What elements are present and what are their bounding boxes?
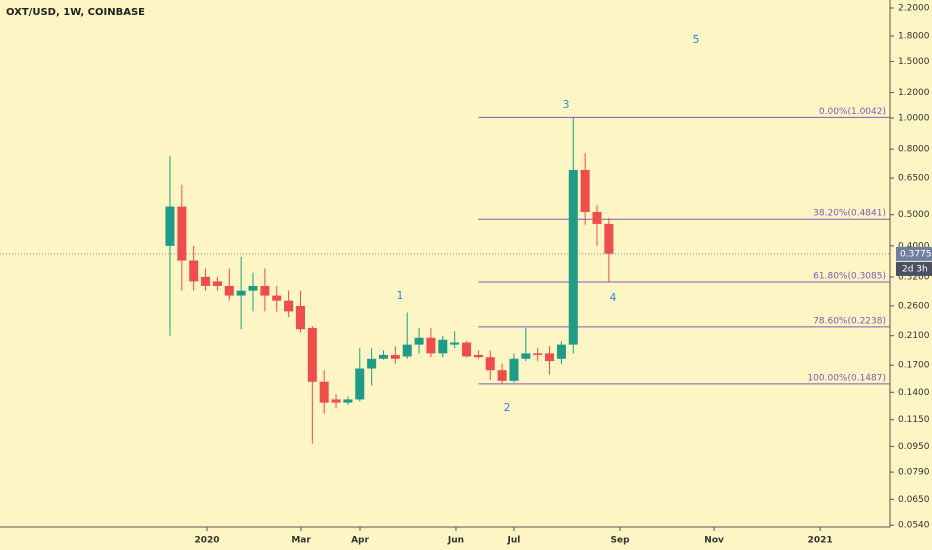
chart-title: OXT/USD, 1W, COINBASE [6, 7, 145, 18]
candle-body [177, 206, 187, 261]
y-tick-label: 0.1400 [898, 388, 930, 398]
wave-label: 3 [563, 98, 570, 111]
y-tick-label: 1.2000 [898, 88, 930, 98]
y-tick-label: 0.1700 [898, 361, 930, 371]
candle-body [533, 353, 543, 355]
candle-body [189, 260, 199, 282]
x-tick-label: Apr [351, 536, 369, 546]
candle-body [521, 353, 531, 359]
x-tick-label: Jun [447, 536, 464, 546]
countdown-label: 2d 3h [902, 264, 928, 274]
candle-body [331, 399, 341, 403]
candle-body [248, 285, 258, 291]
y-tick-label: 0.0950 [898, 442, 930, 452]
y-tick-label: 0.1150 [898, 415, 930, 425]
candle-body [212, 281, 222, 286]
wave-label: 2 [504, 401, 511, 414]
wave-label: 5 [693, 33, 700, 46]
candle-body [592, 211, 602, 224]
fib-label: 0.00%(1.0042) [819, 107, 886, 117]
wave-label: 4 [610, 291, 617, 304]
y-tick-label: 0.6500 [898, 174, 930, 184]
y-tick-label: 0.4000 [898, 241, 930, 251]
countdown-box [896, 261, 932, 276]
candle-body [165, 206, 175, 246]
candle-body [201, 276, 211, 286]
candle-body [568, 169, 578, 345]
y-tick-label: 0.2600 [898, 301, 930, 311]
x-tick-label: 2020 [194, 536, 219, 546]
candle-body [284, 300, 294, 312]
candle-body [236, 290, 246, 296]
y-tick-label: 2.2000 [898, 4, 930, 14]
candle-body [378, 354, 389, 359]
candle-body [497, 370, 507, 381]
candle-body [604, 223, 614, 254]
x-tick-label: Mar [291, 536, 311, 546]
y-tick-label: 1.8000 [898, 32, 930, 42]
fib-label: 61.80%(0.3085) [813, 272, 886, 282]
candle-body [307, 327, 317, 382]
y-tick-label: 0.0540 [898, 521, 930, 531]
candle-body [260, 285, 270, 296]
y-tick-label: 1.0000 [898, 114, 930, 124]
fib-label: 38.20%(0.4841) [813, 209, 886, 219]
y-tick-label: 0.8000 [898, 145, 930, 155]
candle-body [319, 381, 329, 403]
x-tick-label: Jul [507, 536, 521, 546]
candle-body [367, 358, 377, 369]
candle-body [450, 342, 460, 345]
candle-body [355, 368, 365, 400]
x-tick-label: 2021 [808, 536, 833, 546]
y-tick-label: 0.3200 [898, 272, 930, 282]
y-tick-label: 0.0790 [898, 468, 930, 478]
candle-body [414, 337, 424, 345]
y-tick-label: 0.5000 [898, 210, 930, 220]
wave-label: 1 [397, 289, 404, 302]
x-tick-label: Sep [611, 536, 631, 546]
candle-body [545, 353, 555, 362]
y-tick-label: 0.2100 [898, 331, 930, 341]
candle-body [224, 285, 234, 296]
candle-body [390, 354, 400, 359]
fib-label: 100.00%(0.1487) [807, 373, 886, 383]
candle-body [402, 344, 412, 357]
candle-body [272, 295, 282, 301]
y-tick-label: 1.5000 [898, 57, 930, 67]
last-price-box [896, 246, 932, 261]
candle-body [509, 358, 519, 381]
y-tick-label: 0.0650 [898, 495, 930, 505]
fib-label: 78.60%(0.2238) [813, 316, 886, 326]
candle-body [426, 337, 436, 354]
x-tick-label: Nov [704, 536, 724, 546]
candle-body [462, 342, 472, 357]
candle-body [485, 357, 495, 371]
candle-body [580, 169, 590, 212]
last-price-label: 0.3775 [900, 249, 932, 259]
candle-body [556, 344, 566, 359]
candle-body [438, 339, 448, 354]
candle-body [473, 354, 483, 358]
candle-body [295, 305, 305, 330]
candle-body [343, 399, 353, 403]
